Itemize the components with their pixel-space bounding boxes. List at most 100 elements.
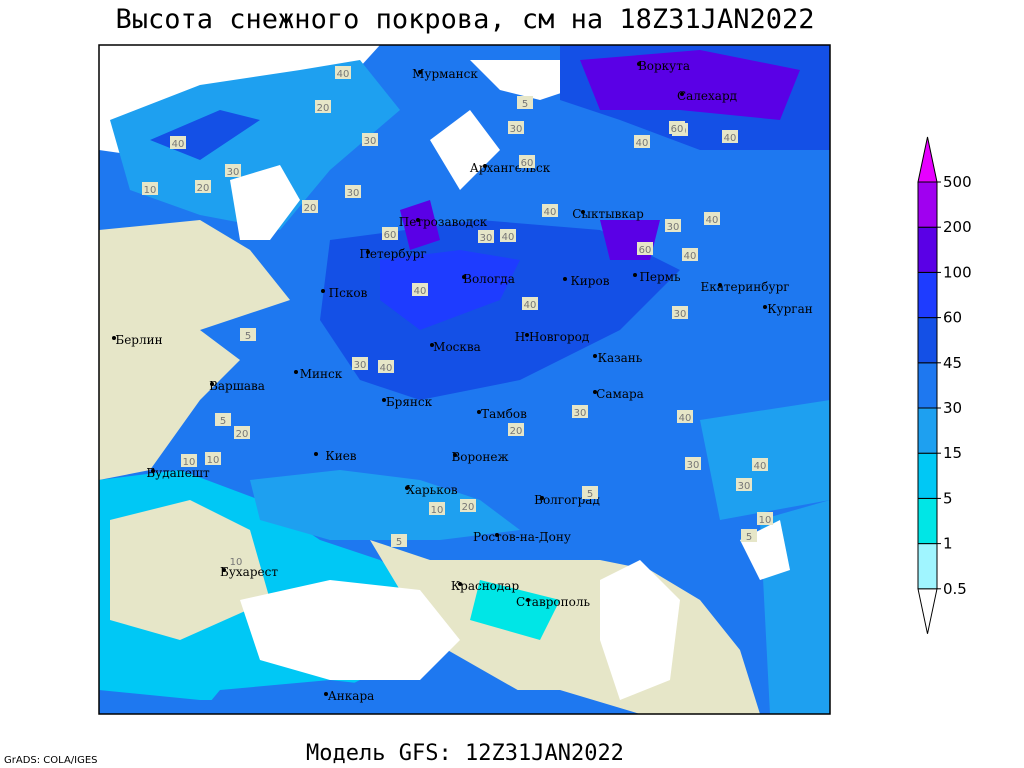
contour-label: 10 xyxy=(431,505,444,516)
city-dot xyxy=(405,486,409,490)
colorbar-segment xyxy=(917,271,938,319)
map-frame xyxy=(98,44,831,715)
contour-label: 10 xyxy=(183,457,196,468)
city-dot xyxy=(294,370,298,374)
contour-label: 5 xyxy=(396,537,402,548)
colorbar-segment xyxy=(917,588,938,634)
contour-label-box xyxy=(215,413,231,426)
city-label: Сыктывкар xyxy=(572,207,644,221)
contour-label: 40 xyxy=(684,251,697,262)
colorbar-label: 500 xyxy=(943,173,972,191)
contour-label: 60 xyxy=(384,230,397,241)
city-dot xyxy=(314,452,318,456)
city-dot xyxy=(495,533,499,537)
city-label: Анкара xyxy=(328,689,375,703)
contour-label-box xyxy=(634,135,650,148)
city-label: Мурманск xyxy=(412,67,478,81)
contour-label-box xyxy=(669,121,685,134)
colorbar-segment xyxy=(917,136,938,183)
contour-label-box xyxy=(685,457,701,470)
contour-label: 5 xyxy=(220,416,226,427)
colorbar-label: 1 xyxy=(943,535,953,553)
city-dot xyxy=(151,469,155,473)
contour-label-box xyxy=(345,185,361,198)
city-dot xyxy=(430,343,434,347)
city-label: Киев xyxy=(325,449,356,463)
city-dot xyxy=(680,92,684,96)
contour-label-box xyxy=(225,164,241,177)
city-label: Казань xyxy=(598,351,643,365)
city-label: Н.Новгород xyxy=(515,330,590,344)
city-dot xyxy=(366,250,370,254)
contour-label: 30 xyxy=(738,481,751,492)
colorbar-label: 100 xyxy=(943,263,972,281)
city-label: Екатеринбург xyxy=(700,280,789,294)
contour-label-box xyxy=(582,486,598,499)
contour-label-box xyxy=(741,529,757,542)
contour-label: 40 xyxy=(724,133,737,144)
city-dot xyxy=(763,305,767,309)
contour-label: 20 xyxy=(462,502,475,513)
city-label: Варшава xyxy=(209,379,265,393)
city-dot xyxy=(540,496,544,500)
contour-label: 60 xyxy=(639,245,652,256)
contour-label: 40 xyxy=(172,139,185,150)
contour-label: 5 xyxy=(245,331,251,342)
contour-label: 10 xyxy=(144,185,157,196)
contour-label-box xyxy=(682,248,698,261)
contour-label-box xyxy=(637,242,653,255)
colorbar-segment xyxy=(917,452,938,499)
city-dot xyxy=(453,453,457,457)
colorbar-segment xyxy=(917,226,938,273)
city-label: Самара xyxy=(596,387,644,401)
credit: GrADS: COLA/IGES xyxy=(4,755,98,766)
contour-label: 30 xyxy=(354,360,367,371)
contour-label-box xyxy=(665,219,681,232)
city-dot xyxy=(526,598,530,602)
city-dot xyxy=(483,164,487,168)
city-dot xyxy=(633,273,637,277)
contour-label-box xyxy=(234,426,250,439)
colorbar-segment xyxy=(917,543,938,590)
colorbar-segment xyxy=(917,407,938,454)
city-label: Харьков xyxy=(406,483,458,497)
contour-label-box xyxy=(752,458,768,471)
contour-label-box xyxy=(508,121,524,134)
contour-label-box xyxy=(378,360,394,373)
city-dot xyxy=(324,692,328,696)
contour-label: 20 xyxy=(510,426,523,437)
contour-label-box xyxy=(572,405,588,418)
colorbar-label: 200 xyxy=(943,218,972,236)
city-label: Петрозаводск xyxy=(399,215,488,229)
contour-label: 30 xyxy=(574,408,587,419)
contour-label-box xyxy=(677,410,693,423)
colorbar-segment xyxy=(917,362,938,409)
city-dot xyxy=(418,70,422,74)
city-dot xyxy=(321,289,325,293)
contour-label: 20 xyxy=(317,103,330,114)
contour-label-box xyxy=(722,130,738,143)
city-dot xyxy=(416,218,420,222)
contour-label-box xyxy=(519,155,535,168)
city-label: Будапешт xyxy=(146,466,210,480)
contour-label: 30 xyxy=(347,188,360,199)
contour-label: 5 xyxy=(746,532,752,543)
contour-label: 10 xyxy=(230,557,243,568)
contour-label-box xyxy=(362,133,378,146)
contour-label-box xyxy=(382,227,398,240)
city-label: Бухарест xyxy=(220,565,278,579)
contour-label-box xyxy=(412,283,428,296)
city-dot xyxy=(593,390,597,394)
contour-label: 5 xyxy=(522,99,528,110)
contour-label: 5 xyxy=(587,489,593,500)
contour-label-box xyxy=(757,512,773,525)
city-label: Берлин xyxy=(115,333,162,347)
contour-label: 20 xyxy=(304,203,317,214)
city-label: Вологда xyxy=(463,272,515,286)
city-dot xyxy=(222,568,226,572)
contour-label: 40 xyxy=(380,363,393,374)
colorbar-segment xyxy=(917,317,938,364)
city-label: Салехард xyxy=(677,89,737,103)
contour-label: 20 xyxy=(197,183,210,194)
